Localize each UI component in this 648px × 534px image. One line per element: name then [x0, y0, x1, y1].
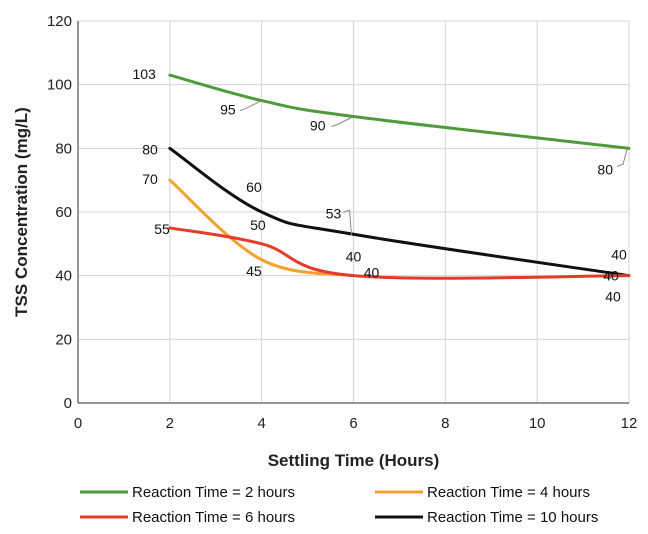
data-label: 70 — [142, 171, 158, 187]
y-tick-label: 60 — [55, 204, 72, 221]
data-label: 80 — [142, 141, 158, 157]
x-tick-label: 0 — [74, 415, 82, 432]
axes — [77, 21, 629, 404]
x-tick-label: 8 — [441, 415, 449, 432]
x-tick-label: 10 — [529, 415, 546, 432]
data-label: 45 — [246, 263, 262, 279]
data-label: 90 — [310, 118, 326, 134]
data-label: 40 — [346, 249, 362, 265]
y-tick-label: 80 — [55, 140, 72, 157]
data-label: 55 — [154, 221, 170, 237]
y-tick-label: 100 — [47, 77, 72, 94]
label-leader — [239, 101, 260, 112]
data-label: 60 — [246, 179, 262, 195]
legend-label: Reaction Time = 10 hours — [427, 509, 598, 526]
series-line-1 — [168, 73, 631, 150]
series-line-3 — [168, 226, 631, 280]
series-line-4 — [168, 146, 631, 278]
x-tick-label: 6 — [349, 415, 357, 432]
data-label: 40 — [603, 268, 619, 284]
tick-labels: 0 20 40 60 80 100 120 0 2 4 6 8 10 12 — [47, 13, 637, 432]
data-label: 103 — [132, 66, 156, 82]
data-label: 40 — [605, 289, 621, 305]
y-tick-label: 40 — [55, 268, 72, 285]
data-label: 53 — [326, 205, 342, 221]
y-tick-label: 20 — [55, 331, 72, 348]
y-tick-label: 0 — [64, 395, 72, 412]
legend-label: Reaction Time = 2 hours — [132, 484, 295, 501]
y-tick-label: 120 — [47, 13, 72, 30]
data-label: 80 — [597, 161, 613, 177]
series-lines — [168, 73, 631, 280]
data-label: 50 — [250, 217, 266, 233]
gridlines — [77, 20, 630, 404]
legend-label: Reaction Time = 4 hours — [427, 484, 590, 501]
x-tick-label: 12 — [621, 415, 638, 432]
data-label: 40 — [364, 265, 380, 281]
legend: Reaction Time = 2 hours Reaction Time = 4… — [80, 484, 598, 526]
legend-label: Reaction Time = 6 hours — [132, 509, 295, 526]
x-axis-title: Settling Time (Hours) — [268, 451, 440, 470]
y-axis-title: TSS Concentration (mg/L) — [12, 107, 31, 317]
x-tick-label: 4 — [257, 415, 265, 432]
label-leader — [331, 117, 352, 127]
x-tick-label: 2 — [166, 415, 174, 432]
data-label: 95 — [220, 102, 236, 118]
data-label: 40 — [611, 247, 627, 263]
label-leader — [616, 149, 628, 167]
label-leader — [343, 209, 352, 236]
